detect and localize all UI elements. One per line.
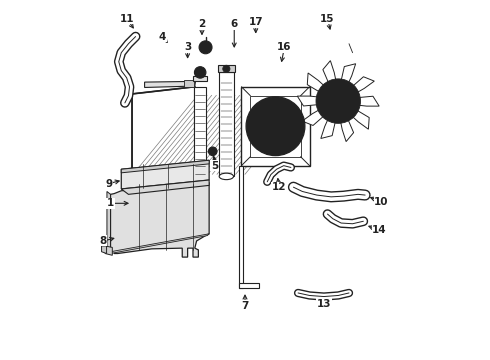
Text: 12: 12 [272, 182, 286, 192]
Polygon shape [242, 87, 310, 166]
Circle shape [197, 69, 203, 75]
Polygon shape [346, 106, 369, 129]
Polygon shape [340, 64, 356, 91]
Text: 3: 3 [184, 42, 191, 52]
Text: 13: 13 [317, 299, 331, 309]
Polygon shape [219, 72, 234, 176]
Circle shape [261, 112, 290, 140]
Polygon shape [145, 81, 196, 87]
Polygon shape [132, 87, 195, 175]
Polygon shape [297, 96, 326, 106]
Polygon shape [107, 192, 111, 252]
Polygon shape [193, 76, 207, 81]
Circle shape [272, 123, 279, 130]
Circle shape [223, 65, 230, 72]
Text: 10: 10 [374, 197, 389, 207]
Text: 8: 8 [100, 236, 107, 246]
Polygon shape [346, 77, 374, 96]
Text: 9: 9 [105, 179, 112, 189]
Text: 5: 5 [211, 161, 218, 171]
Circle shape [316, 79, 361, 123]
Polygon shape [184, 80, 194, 87]
Polygon shape [111, 183, 209, 257]
Text: 4: 4 [159, 32, 166, 41]
Text: 7: 7 [241, 301, 249, 311]
Polygon shape [339, 112, 354, 141]
Text: 6: 6 [231, 19, 238, 29]
Polygon shape [101, 246, 107, 253]
Circle shape [327, 90, 349, 112]
Polygon shape [239, 283, 259, 288]
Text: 17: 17 [248, 17, 263, 27]
Polygon shape [239, 166, 243, 288]
Circle shape [268, 118, 283, 134]
Polygon shape [302, 105, 330, 125]
Circle shape [202, 44, 209, 51]
Polygon shape [111, 234, 209, 253]
Polygon shape [321, 112, 337, 139]
Polygon shape [218, 65, 235, 72]
Text: 16: 16 [277, 42, 292, 52]
Polygon shape [122, 160, 209, 173]
Circle shape [246, 97, 305, 156]
Circle shape [334, 97, 343, 105]
Polygon shape [105, 246, 112, 255]
Ellipse shape [219, 173, 234, 180]
Polygon shape [194, 87, 205, 176]
Text: 15: 15 [320, 14, 335, 24]
Text: 14: 14 [372, 225, 387, 235]
Polygon shape [307, 73, 330, 96]
Polygon shape [122, 160, 209, 189]
Circle shape [208, 147, 217, 156]
Text: 11: 11 [120, 14, 134, 24]
Polygon shape [122, 180, 209, 194]
Circle shape [324, 87, 353, 116]
Polygon shape [350, 96, 379, 106]
Circle shape [195, 67, 206, 78]
Text: 2: 2 [198, 19, 206, 29]
Text: 1: 1 [107, 198, 114, 208]
Circle shape [199, 41, 212, 54]
Polygon shape [323, 60, 338, 90]
